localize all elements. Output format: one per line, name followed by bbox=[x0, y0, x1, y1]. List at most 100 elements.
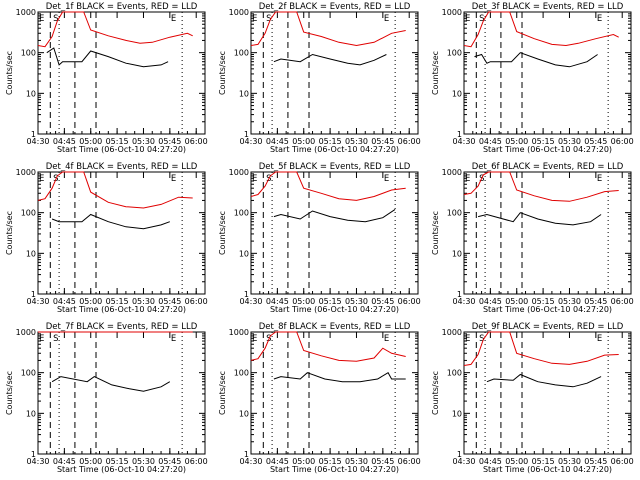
x-tick-label: 05:30 bbox=[345, 137, 368, 146]
x-axis-label: Start Time (06-Oct-10 04:27:20) bbox=[57, 305, 186, 314]
x-tick-label: 04:45 bbox=[53, 457, 76, 466]
marker-label: E bbox=[465, 14, 470, 24]
marker-label: E bbox=[252, 174, 257, 184]
x-tick-label: 05:15 bbox=[319, 297, 342, 306]
y-tick-label: 1 bbox=[31, 290, 36, 299]
plot-frame bbox=[250, 331, 419, 455]
marker-label: S bbox=[479, 334, 484, 344]
y-tick-label: 100 bbox=[21, 369, 36, 378]
x-tick-label: 04:30 bbox=[239, 137, 262, 146]
series-line-events bbox=[486, 373, 602, 388]
x-tick-label: 05:30 bbox=[345, 457, 368, 466]
y-tick-label: 100 bbox=[21, 49, 36, 58]
x-tick-label: 05:30 bbox=[345, 297, 368, 306]
x-tick-label: 06:00 bbox=[398, 137, 421, 146]
y-tick-label: 1 bbox=[31, 130, 36, 139]
x-tick-label: 06:00 bbox=[185, 297, 208, 306]
chart-title: Det_5f BLACK = Events, RED = LLD bbox=[259, 162, 411, 172]
y-axis-label: Counts/sec bbox=[218, 51, 227, 95]
x-tick-label: 05:15 bbox=[106, 137, 129, 146]
x-axis-label: Start Time (06-Oct-10 04:27:20) bbox=[57, 145, 186, 154]
x-tick-label: 04:45 bbox=[266, 137, 289, 146]
x-tick-label: 05:15 bbox=[319, 457, 342, 466]
y-axis-label: Counts/sec bbox=[431, 51, 440, 95]
y-tick-label: 100 bbox=[234, 49, 249, 58]
series-line-events bbox=[273, 53, 387, 66]
x-tick-label: 06:00 bbox=[398, 297, 421, 306]
x-tick-label: 05:15 bbox=[532, 457, 555, 466]
series-line-lld bbox=[250, 171, 406, 201]
y-tick-label: 10 bbox=[239, 89, 249, 98]
marker-label: S bbox=[266, 14, 271, 24]
marker-label: E bbox=[171, 14, 176, 24]
series-line-events bbox=[51, 376, 171, 392]
y-tick-label: 1 bbox=[244, 130, 249, 139]
marker-label: E bbox=[384, 14, 389, 24]
y-tick-label: 1 bbox=[457, 290, 462, 299]
chart-title: Det_9f BLACK = Events, RED = LLD bbox=[472, 322, 624, 332]
x-tick-label: 04:45 bbox=[266, 457, 289, 466]
x-tick-label: 04:30 bbox=[26, 137, 49, 146]
y-tick-label: 100 bbox=[234, 369, 249, 378]
x-tick-label: 04:30 bbox=[452, 297, 475, 306]
chart-title: Det_2f BLACK = Events, RED = LLD bbox=[259, 2, 411, 12]
chart-title: Det_3f BLACK = Events, RED = LLD bbox=[472, 2, 624, 12]
x-tick-label: 04:45 bbox=[479, 137, 502, 146]
x-tick-label: 04:30 bbox=[239, 297, 262, 306]
x-tick-label: 05:45 bbox=[158, 297, 181, 306]
y-axis-label: Counts/sec bbox=[431, 371, 440, 415]
x-tick-label: 04:45 bbox=[479, 297, 502, 306]
x-tick-label: 05:15 bbox=[532, 137, 555, 146]
x-tick-label: 05:30 bbox=[132, 297, 155, 306]
x-tick-label: 05:45 bbox=[158, 137, 181, 146]
x-tick-label: 06:00 bbox=[185, 457, 208, 466]
y-tick-label: 1000 bbox=[229, 8, 249, 17]
x-tick-label: 06:00 bbox=[611, 457, 634, 466]
x-axis-label: Start Time (06-Oct-10 04:27:20) bbox=[270, 465, 399, 474]
series-line-lld bbox=[463, 11, 619, 48]
y-tick-label: 100 bbox=[21, 209, 36, 218]
marker-label: E bbox=[465, 334, 470, 344]
chart-panel-6: Det_6f BLACK = Events, RED = LLD Counts/s… bbox=[431, 162, 634, 314]
y-tick-label: 100 bbox=[447, 49, 462, 58]
x-tick-label: 04:45 bbox=[53, 137, 76, 146]
y-axis-label: Counts/sec bbox=[5, 211, 14, 255]
chart-panel-1: Det_1f BLACK = Events, RED = LLD Counts/s… bbox=[5, 2, 208, 154]
x-tick-label: 05:15 bbox=[319, 137, 342, 146]
x-tick-label: 05:45 bbox=[158, 457, 181, 466]
chart-title: Det_8f BLACK = Events, RED = LLD bbox=[259, 322, 411, 332]
y-tick-label: 1 bbox=[31, 450, 36, 459]
y-tick-label: 10 bbox=[452, 249, 462, 258]
y-tick-label: 10 bbox=[452, 409, 462, 418]
series-line-lld bbox=[37, 171, 193, 209]
series-line-events bbox=[46, 47, 169, 68]
x-tick-label: 04:30 bbox=[452, 137, 475, 146]
x-tick-label: 05:15 bbox=[532, 297, 555, 306]
series-line-events bbox=[273, 372, 406, 383]
y-tick-label: 1000 bbox=[442, 168, 462, 177]
x-tick-label: 05:30 bbox=[558, 457, 581, 466]
plot-frame bbox=[37, 171, 206, 295]
x-axis-label: Start Time (06-Oct-10 04:27:20) bbox=[483, 145, 612, 154]
y-tick-label: 100 bbox=[234, 209, 249, 218]
x-tick-label: 05:00 bbox=[79, 457, 102, 466]
marker-label: E bbox=[39, 174, 44, 184]
y-tick-label: 10 bbox=[239, 249, 249, 258]
y-tick-label: 10 bbox=[26, 249, 36, 258]
series-line-events bbox=[474, 52, 598, 68]
x-tick-label: 05:00 bbox=[505, 137, 528, 146]
marker-label: E bbox=[252, 334, 257, 344]
plot-frame bbox=[37, 11, 206, 135]
y-tick-label: 100 bbox=[447, 209, 462, 218]
y-tick-label: 10 bbox=[26, 89, 36, 98]
marker-label: E bbox=[171, 334, 176, 344]
chart-title: Det_7f BLACK = Events, RED = LLD bbox=[46, 322, 198, 332]
y-axis-label: Counts/sec bbox=[431, 211, 440, 255]
y-tick-label: 1000 bbox=[229, 168, 249, 177]
chart-panel-3: Det_3f BLACK = Events, RED = LLD Counts/s… bbox=[431, 2, 634, 154]
chart-title: Det_6f BLACK = Events, RED = LLD bbox=[472, 162, 624, 172]
marker-label: E bbox=[252, 14, 257, 24]
x-axis-label: Start Time (06-Oct-10 04:27:20) bbox=[57, 465, 186, 474]
y-tick-label: 1 bbox=[457, 450, 462, 459]
